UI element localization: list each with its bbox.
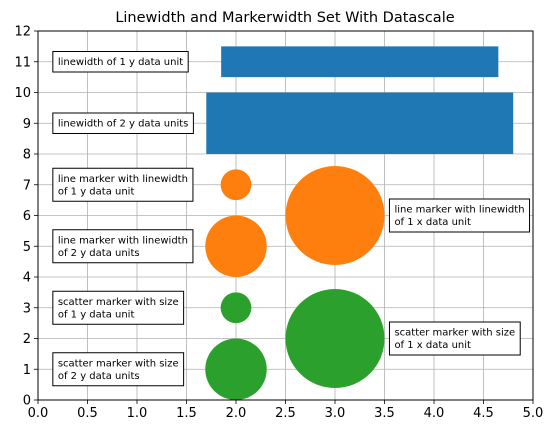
y-tick-label: 8: [23, 148, 31, 163]
annotation-text: scatter marker with size: [394, 328, 515, 339]
annotation-text: line marker with linewidth: [58, 174, 188, 185]
annotation-text: linewidth of 2 y data units: [58, 119, 189, 130]
x-tick-label: 5.0: [523, 406, 544, 421]
y-tick-label: 2: [23, 332, 31, 347]
x-tick-label: 1.5: [176, 406, 197, 421]
x-tick-label: 2.5: [275, 406, 296, 421]
x-tick-label: 4.0: [424, 406, 445, 421]
annotation-box: linewidth of 1 y data unit: [52, 51, 189, 73]
annotation-text: of 1 y data unit: [58, 186, 135, 197]
x-tick-label: 0.5: [77, 406, 98, 421]
x-tick-label: 1.0: [127, 406, 148, 421]
y-tick-label: 10: [14, 86, 31, 101]
y-tick-label: 9: [23, 117, 31, 132]
annotation-text: of 2 y data units: [58, 371, 140, 382]
y-tick-label: 4: [23, 271, 31, 286]
y-tick-label: 3: [23, 301, 31, 316]
annotation-border: [52, 112, 194, 134]
annotation-border: [388, 198, 531, 233]
data-point-marker: [220, 169, 252, 201]
annotation-border: [388, 321, 521, 356]
data-point-marker: [220, 292, 252, 324]
annotation-text: of 1 x data unit: [394, 340, 471, 351]
annotations: linewidth of 1 y data unit linewidth of 2…: [52, 51, 531, 387]
annotation-box: scatter marker with size of 2 y data unit…: [52, 352, 185, 387]
y-tick-label: 7: [23, 178, 31, 193]
x-tick-label: 3.5: [374, 406, 395, 421]
x-tick-label: 4.5: [473, 406, 494, 421]
y-tick-label: 0: [23, 394, 31, 409]
data-point-marker: [205, 215, 267, 277]
annotation-text: linewidth of 1 y data unit: [58, 57, 183, 68]
annotation-text: of 2 y data units: [58, 248, 140, 259]
y-tick-label: 5: [23, 240, 31, 255]
y-tick-label: 12: [14, 25, 31, 40]
y-tick-label: 1: [23, 363, 31, 378]
annotation-border: [52, 352, 185, 387]
data-point-marker: [285, 166, 385, 265]
x-tick-label: 3.0: [325, 406, 346, 421]
annotation-border: [52, 51, 189, 73]
x-tick-label: 0.0: [28, 406, 49, 421]
annotation-box: line marker with linewidth of 2 y data un…: [52, 229, 194, 264]
annotation-text: scatter marker with size: [58, 297, 179, 308]
annotation-border: [52, 229, 194, 264]
annotation-text: line marker with linewidth: [394, 205, 524, 216]
axis-ticks: 0.0 0.5 1.0 1.5 2.0 2.5 3.0 3.5 4.0 4.5 5.00123456…: [14, 25, 543, 422]
annotation-text: scatter marker with size: [58, 358, 179, 369]
chart-title: Linewidth and Markerwidth Set With Datas…: [115, 10, 454, 26]
x-tick-label: 2.0: [226, 406, 247, 421]
data-point-marker: [205, 338, 267, 400]
annotation-box: linewidth of 2 y data units: [52, 112, 194, 134]
data-point-marker: [285, 289, 385, 388]
annotation-text: of 1 x data unit: [394, 217, 471, 228]
annotation-border: [52, 167, 194, 202]
y-tick-label: 6: [23, 209, 31, 224]
annotation-text: line marker with linewidth: [58, 235, 188, 246]
plot-marks: [205, 46, 514, 400]
annotation-text: of 1 y data unit: [58, 309, 135, 320]
annotation-border: [52, 290, 185, 325]
y-tick-label: 11: [14, 55, 31, 70]
